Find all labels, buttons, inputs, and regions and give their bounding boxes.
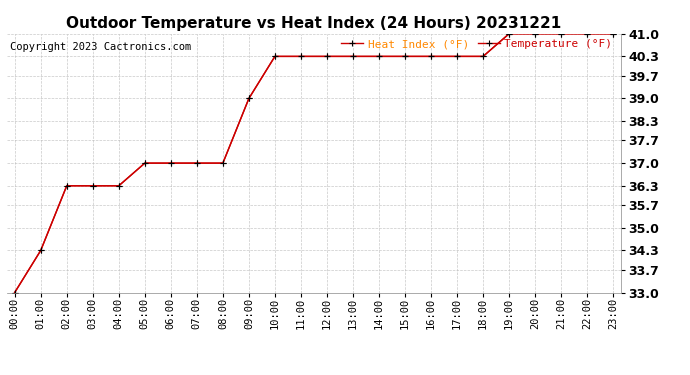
Title: Outdoor Temperature vs Heat Index (24 Hours) 20231221: Outdoor Temperature vs Heat Index (24 Ho… [66, 16, 562, 31]
Legend: Heat Index (°F), Temperature (°F): Heat Index (°F), Temperature (°F) [341, 39, 612, 49]
Text: Copyright 2023 Cactronics.com: Copyright 2023 Cactronics.com [10, 42, 191, 51]
